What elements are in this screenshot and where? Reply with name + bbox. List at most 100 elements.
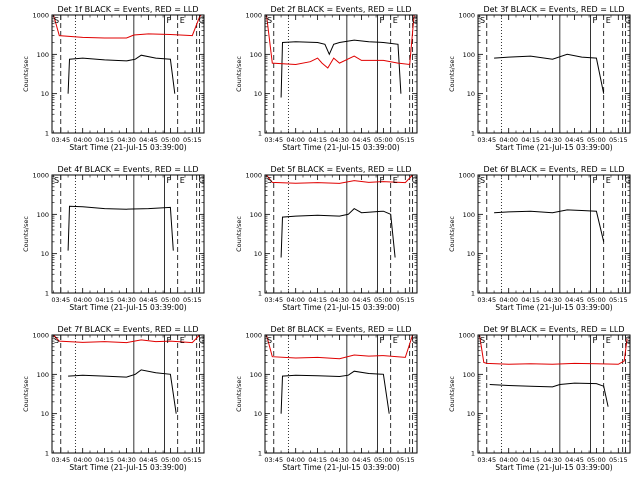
y-tick-label: 10: [41, 250, 49, 258]
y-axis-title: Counts/sec: [235, 376, 243, 412]
y-tick-label: 1000: [32, 12, 49, 20]
y-tick-label: 1: [471, 450, 475, 458]
x-tick-label: 04:30: [117, 296, 136, 304]
y-tick-label: 1: [258, 130, 262, 138]
panel-title: Det 5f BLACK = Events, RED = LLD: [270, 165, 411, 174]
x-axis-title: Start Time (21-Jul-15 03:39:00): [495, 303, 612, 312]
series-line-lld: [479, 334, 628, 365]
marker-F: F: [167, 176, 172, 185]
x-tick-label: 04:30: [543, 136, 562, 144]
x-tick-label: 05:00: [374, 456, 393, 464]
x-tick-label: 04:30: [117, 456, 136, 464]
marker-E: E: [393, 336, 398, 345]
y-tick-label: 100: [250, 211, 262, 219]
series-line-lld: [53, 14, 202, 39]
x-tick-label: 04:15: [95, 456, 114, 464]
y-tick-label: 1: [258, 450, 262, 458]
panel-title: Det 8f BLACK = Events, RED = LLD: [270, 325, 411, 334]
y-tick-label: 1000: [245, 12, 262, 20]
x-tick-label: 04:30: [330, 456, 349, 464]
y-tick-label: 10: [41, 410, 49, 418]
x-tick-label: 04:15: [521, 296, 540, 304]
x-tick-label: 03:45: [264, 456, 283, 464]
y-tick-label: 10: [467, 250, 475, 258]
y-tick-label: 1: [258, 290, 262, 298]
marker-S: S: [54, 176, 59, 185]
marker-G: G: [199, 16, 205, 25]
panel-title: Det 9f BLACK = Events, RED = LLD: [483, 325, 624, 334]
marker-E: E: [393, 16, 398, 25]
series-line-events: [68, 369, 177, 414]
x-tick-label: 04:00: [286, 136, 305, 144]
x-tick-label: 04:45: [565, 456, 584, 464]
marker-G: G: [625, 16, 631, 25]
x-axis-title: Start Time (21-Jul-15 03:39:00): [282, 303, 399, 312]
y-tick-label: 10: [467, 90, 475, 98]
marker-F: F: [593, 176, 598, 185]
marker-E: E: [606, 336, 611, 345]
x-axis-title: Start Time (21-Jul-15 03:39:00): [282, 463, 399, 472]
plot-frame: [51, 174, 205, 294]
x-tick-label: 05:15: [183, 136, 202, 144]
y-axis-title: Counts/sec: [22, 216, 30, 252]
panel-det-8: Det 8f BLACK = Events, RED = LLD 1 10 100 10…: [235, 325, 418, 472]
series-line-events: [280, 370, 390, 414]
y-tick-label: 100: [250, 371, 262, 379]
x-tick-label: 04:15: [521, 136, 540, 144]
x-tick-label: 04:00: [499, 456, 518, 464]
y-tick-label: 10: [254, 90, 262, 98]
panel-title: Det 1f BLACK = Events, RED = LLD: [57, 5, 198, 14]
y-tick-label: 1: [45, 130, 49, 138]
x-tick-label: 04:30: [543, 456, 562, 464]
y-tick-label: 100: [463, 371, 475, 379]
marker-E: E: [180, 336, 185, 345]
x-tick-label: 04:45: [352, 456, 371, 464]
x-tick-label: 05:00: [161, 296, 180, 304]
panel-det-4: Det 4f BLACK = Events, RED = LLD 1 10 100 10…: [22, 165, 205, 312]
x-tick-label: 04:15: [308, 136, 327, 144]
plot-frame: [477, 334, 631, 454]
x-tick-label: 03:45: [477, 296, 496, 304]
y-tick-label: 1000: [32, 332, 49, 340]
y-tick-label: 10: [467, 410, 475, 418]
marker-F: F: [167, 336, 172, 345]
x-tick-label: 04:15: [521, 456, 540, 464]
x-tick-label: 05:00: [587, 136, 606, 144]
plot-frame: [264, 334, 418, 454]
marker-S: S: [54, 336, 59, 345]
x-tick-label: 03:45: [51, 456, 70, 464]
x-tick-label: 04:30: [330, 136, 349, 144]
marker-E: E: [180, 176, 185, 185]
x-tick-label: 04:15: [308, 296, 327, 304]
x-axis-title: Start Time (21-Jul-15 03:39:00): [69, 303, 186, 312]
series-line-events: [494, 53, 605, 94]
y-tick-label: 1000: [245, 172, 262, 180]
x-tick-label: 04:00: [499, 136, 518, 144]
x-tick-label: 03:45: [477, 456, 496, 464]
y-tick-label: 1: [471, 130, 475, 138]
marker-S: S: [480, 336, 485, 345]
y-tick-label: 100: [463, 211, 475, 219]
marker-S: S: [267, 16, 272, 25]
y-tick-label: 100: [463, 51, 475, 59]
x-tick-label: 04:45: [139, 456, 158, 464]
x-axis-title: Start Time (21-Jul-15 03:39:00): [495, 143, 612, 152]
panel-title: Det 7f BLACK = Events, RED = LLD: [57, 325, 198, 334]
y-tick-label: 1000: [458, 12, 475, 20]
y-axis-title: Counts/sec: [448, 216, 456, 252]
marker-E: E: [606, 176, 611, 185]
x-tick-label: 05:00: [374, 136, 393, 144]
y-tick-label: 10: [254, 410, 262, 418]
x-tick-label: 03:45: [264, 296, 283, 304]
x-tick-label: 05:00: [161, 136, 180, 144]
y-tick-label: 100: [37, 51, 49, 59]
x-tick-label: 04:00: [73, 296, 92, 304]
x-tick-label: 03:45: [477, 136, 496, 144]
marker-S: S: [267, 176, 272, 185]
panel-det-7: Det 7f BLACK = Events, RED = LLD 1 10 100 10…: [22, 325, 205, 472]
x-tick-label: 03:45: [51, 136, 70, 144]
marker-F: F: [380, 16, 385, 25]
x-tick-label: 05:00: [161, 456, 180, 464]
x-axis-title: Start Time (21-Jul-15 03:39:00): [69, 143, 186, 152]
